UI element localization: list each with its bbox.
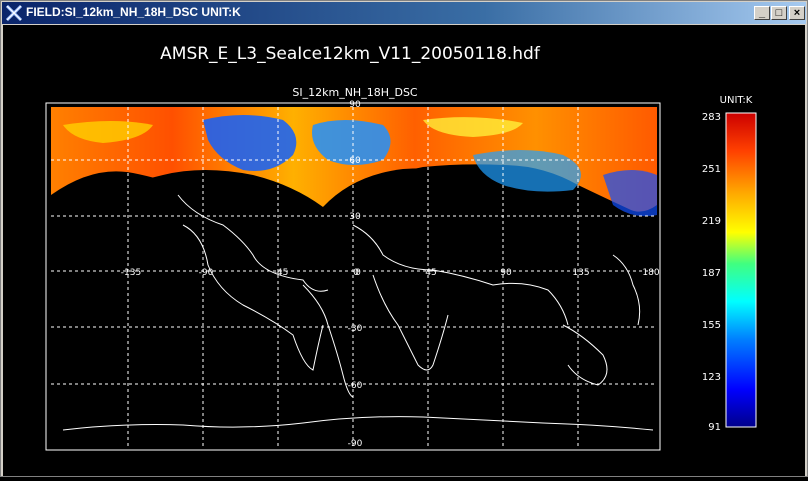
colorbar-tick-label: 155: [702, 320, 721, 331]
region-arctic-warm: [63, 121, 153, 143]
lat-label: -60: [348, 381, 363, 391]
map-data-layer: [51, 107, 657, 449]
region-bering: [603, 170, 657, 217]
lat-label: 0: [355, 268, 361, 278]
swath-gap-west: [51, 171, 223, 225]
lat-label: 30: [349, 212, 361, 222]
idl-app-icon[interactable]: [5, 4, 23, 22]
maximize-button[interactable]: □: [771, 6, 787, 20]
lon-label: 135: [572, 268, 589, 278]
lat-labels: 90 60 30 0 -30 -60 -90: [348, 100, 363, 449]
lat-label: -30: [348, 324, 363, 334]
colorbar: [725, 112, 757, 428]
map-figure: AMSR_E_L3_SeaIce12km_V11_20050118.hdf SI…: [45, 44, 757, 451]
lon-label: -45: [274, 268, 289, 278]
region-nordic-seas: [312, 120, 391, 165]
title-bar[interactable]: FIELD:SI_12km_NH_18H_DSC UNIT:K _ □ ×: [2, 2, 806, 24]
colorbar-tick-label: 123: [702, 372, 721, 383]
lon-label: 180: [642, 268, 659, 278]
lon-label: -135: [121, 268, 141, 278]
minimize-icon: _: [758, 7, 766, 19]
colorbar-tick-label: 91: [708, 422, 721, 433]
plot-area: AMSR_E_L3_SeaIce12km_V11_20050118.hdf SI…: [3, 25, 805, 476]
close-button[interactable]: ×: [789, 6, 805, 20]
lat-label: -90: [348, 439, 363, 449]
colorbar-tick-label: 219: [702, 216, 721, 227]
lon-label: 90: [500, 268, 512, 278]
maximize-icon: □: [775, 7, 783, 19]
window-title: FIELD:SI_12km_NH_18H_DSC UNIT:K: [26, 5, 241, 19]
map-gridlines: [51, 107, 657, 449]
close-icon: ×: [793, 7, 801, 19]
colorbar-unit-label: UNIT:K: [720, 95, 753, 106]
lat-label: 60: [349, 156, 361, 166]
colorbar-ticks: 283 251 219 187 155 123 91: [702, 112, 721, 433]
plot-main-title: AMSR_E_L3_SeaIce12km_V11_20050118.hdf: [160, 44, 541, 64]
lat-label: 90: [349, 100, 361, 110]
minimize-button[interactable]: _: [754, 6, 770, 20]
region-siberia: [423, 117, 523, 137]
colorbar-tick-label: 187: [702, 268, 721, 279]
lon-label: 45: [425, 268, 436, 278]
swath-gap-east: [323, 168, 523, 215]
region-north-pacific: [473, 150, 581, 192]
colorbar-tick-label: 251: [702, 164, 721, 175]
lon-labels: -135 -90 -45 0 45 90 135 180: [121, 268, 660, 278]
lon-label: 0: [353, 268, 359, 278]
coastlines: [62, 194, 654, 431]
lon-label: -90: [199, 268, 214, 278]
region-north-atlantic: [203, 115, 297, 171]
colorbar-tick-label: 283: [702, 112, 721, 123]
plot-subtitle: SI_12km_NH_18H_DSC: [292, 86, 418, 99]
